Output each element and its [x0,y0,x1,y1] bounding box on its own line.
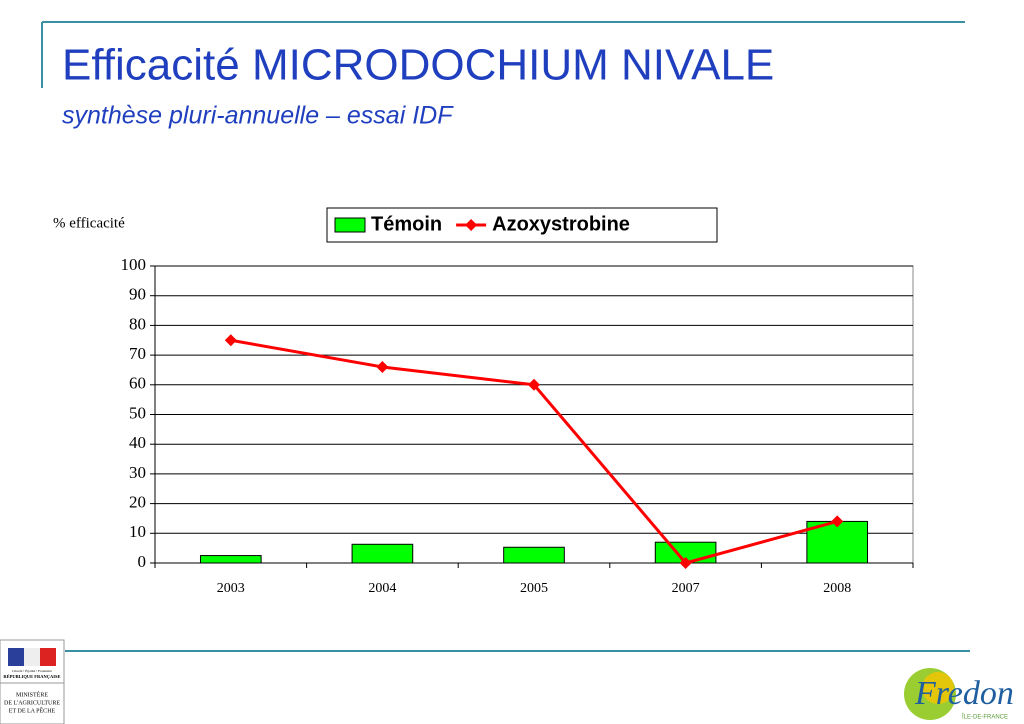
title: Efficacité MICRODOCHIUM NIVALE [62,41,774,90]
flag-white [24,648,40,666]
legend-marker [465,219,478,231]
motto: Liberté • Égalité • Fraternité [12,668,52,673]
bar [351,543,414,564]
ministry-line: ET DE LA PÊCHE [9,706,56,714]
x-tick-label: 2005 [520,581,548,596]
fredon-sun [922,672,954,704]
fredon-region: ÎLE-DE-FRANCE [961,714,1008,721]
bar [199,555,262,564]
y-tick-label: 100 [121,255,147,274]
legend-swatch [334,217,366,233]
x-tick-label: 2008 [823,581,851,596]
x-tick-label: 2003 [217,581,245,596]
subtitle: synthèse pluri-annuelle – essai IDF [62,102,454,130]
legend-label: Témoin [371,213,442,235]
x-tick-label: 2004 [368,581,396,596]
y-axis-label: % efficacité [53,215,125,231]
marker [831,515,844,528]
marker [679,557,692,569]
legend-box [326,207,718,243]
flag-red [40,648,56,666]
bar [503,546,565,564]
marker [528,378,540,391]
fredon-name: Fredon [914,675,1014,712]
y-tick-label: 80 [129,314,146,333]
republic: RÉPUBLIQUE FRANÇAISE [3,674,60,679]
marker [376,360,389,373]
ministry-line: MINISTÈRE [16,690,48,698]
y-tick-label: 70 [129,344,146,363]
y-tick-label: 20 [129,493,146,512]
marker [224,334,237,347]
y-tick-label: 40 [129,433,146,452]
ministry-line: DE L'AGRICULTURE [4,700,60,706]
legend-label: Azoxystrobine [492,213,630,235]
y-tick-label: 50 [129,403,146,422]
y-tick-label: 60 [129,374,146,393]
flag-blue [8,648,24,666]
y-tick-label: 10 [129,522,146,541]
x-tick-label: 2007 [672,581,700,596]
y-tick-label: 30 [129,463,146,482]
y-tick-label: 0 [138,552,147,571]
y-tick-label: 90 [129,285,146,304]
